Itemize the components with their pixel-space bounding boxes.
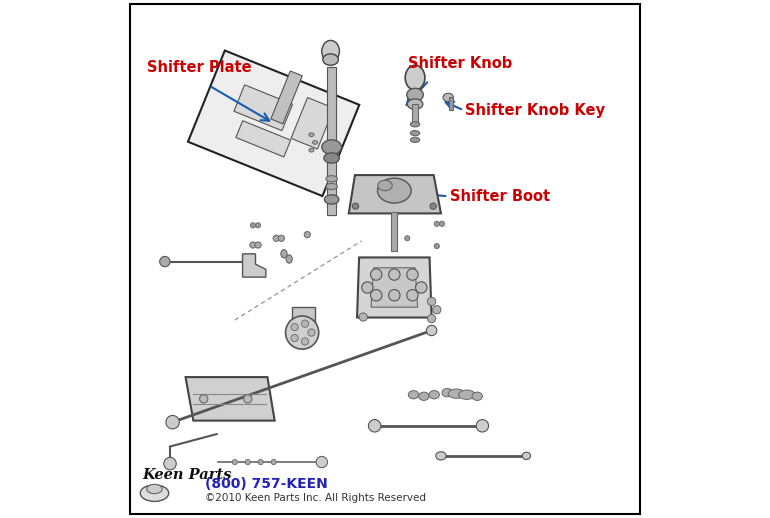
Circle shape (370, 290, 382, 301)
Ellipse shape (410, 131, 420, 136)
Ellipse shape (522, 452, 531, 459)
Bar (391, 212, 397, 251)
Circle shape (249, 242, 256, 248)
Polygon shape (188, 50, 360, 196)
Circle shape (430, 203, 437, 209)
Circle shape (427, 314, 436, 323)
Circle shape (291, 335, 298, 342)
Bar (327, 67, 336, 215)
Ellipse shape (410, 137, 420, 142)
Circle shape (301, 320, 309, 327)
Circle shape (389, 269, 400, 280)
Circle shape (407, 269, 418, 280)
Ellipse shape (281, 250, 287, 258)
Circle shape (245, 459, 250, 465)
Circle shape (434, 243, 440, 249)
Polygon shape (234, 85, 293, 131)
Circle shape (389, 290, 400, 301)
Ellipse shape (436, 452, 446, 460)
Text: Shifter Knob: Shifter Knob (408, 56, 513, 71)
Text: Keen Parts: Keen Parts (142, 468, 232, 482)
Circle shape (434, 221, 440, 226)
Ellipse shape (472, 392, 482, 400)
Ellipse shape (405, 65, 425, 90)
Ellipse shape (322, 40, 340, 62)
Circle shape (258, 459, 263, 465)
Circle shape (164, 457, 176, 470)
Ellipse shape (448, 389, 465, 398)
Circle shape (233, 459, 237, 465)
Bar (328, 67, 335, 215)
Circle shape (427, 297, 436, 306)
Text: (800) 757-KEEN: (800) 757-KEEN (205, 477, 327, 491)
Text: ©2010 Keen Parts Inc. All Rights Reserved: ©2010 Keen Parts Inc. All Rights Reserve… (205, 493, 426, 503)
Circle shape (278, 235, 284, 241)
Circle shape (359, 313, 367, 321)
Polygon shape (243, 254, 266, 277)
Circle shape (416, 282, 427, 293)
Ellipse shape (140, 485, 169, 501)
Ellipse shape (326, 183, 337, 190)
Circle shape (250, 223, 256, 228)
Circle shape (433, 306, 441, 314)
Circle shape (405, 236, 410, 241)
Polygon shape (349, 175, 441, 213)
Circle shape (316, 456, 327, 468)
Ellipse shape (410, 122, 420, 127)
Circle shape (255, 242, 261, 248)
Ellipse shape (443, 93, 454, 102)
Circle shape (370, 269, 382, 280)
Ellipse shape (459, 390, 475, 399)
Ellipse shape (313, 141, 318, 145)
Ellipse shape (309, 133, 314, 137)
Ellipse shape (419, 392, 429, 400)
Circle shape (291, 323, 298, 330)
Circle shape (243, 395, 252, 403)
Ellipse shape (442, 388, 452, 397)
Circle shape (159, 256, 170, 267)
Circle shape (407, 290, 418, 301)
Ellipse shape (378, 180, 392, 191)
Ellipse shape (322, 140, 341, 154)
Ellipse shape (323, 54, 338, 65)
Polygon shape (236, 121, 291, 157)
Polygon shape (186, 377, 275, 421)
Bar (449, 97, 454, 110)
Ellipse shape (309, 149, 314, 152)
Circle shape (476, 420, 489, 432)
Circle shape (301, 338, 309, 345)
Text: Shifter Boot: Shifter Boot (450, 189, 550, 204)
Ellipse shape (286, 255, 293, 263)
Circle shape (368, 420, 381, 432)
Circle shape (256, 223, 261, 228)
Circle shape (271, 459, 276, 465)
Circle shape (427, 325, 437, 336)
Polygon shape (271, 71, 303, 124)
Circle shape (199, 395, 208, 403)
Polygon shape (291, 97, 334, 149)
Circle shape (362, 282, 373, 293)
Ellipse shape (407, 88, 424, 102)
Ellipse shape (407, 99, 423, 109)
Text: Shifter Knob Key: Shifter Knob Key (465, 103, 605, 118)
Ellipse shape (324, 153, 340, 163)
Circle shape (304, 232, 310, 238)
Ellipse shape (324, 195, 339, 204)
Ellipse shape (429, 391, 440, 399)
Ellipse shape (326, 176, 337, 182)
Circle shape (308, 329, 315, 336)
Ellipse shape (377, 178, 411, 203)
Circle shape (353, 203, 359, 209)
Polygon shape (357, 257, 432, 318)
Circle shape (166, 415, 179, 429)
Polygon shape (371, 268, 417, 307)
Ellipse shape (408, 391, 419, 399)
Circle shape (286, 316, 319, 349)
Ellipse shape (147, 484, 162, 494)
Text: Shifter Plate: Shifter Plate (147, 60, 251, 75)
Bar (413, 104, 417, 122)
Polygon shape (292, 307, 315, 322)
Circle shape (440, 221, 444, 226)
Circle shape (273, 235, 280, 241)
